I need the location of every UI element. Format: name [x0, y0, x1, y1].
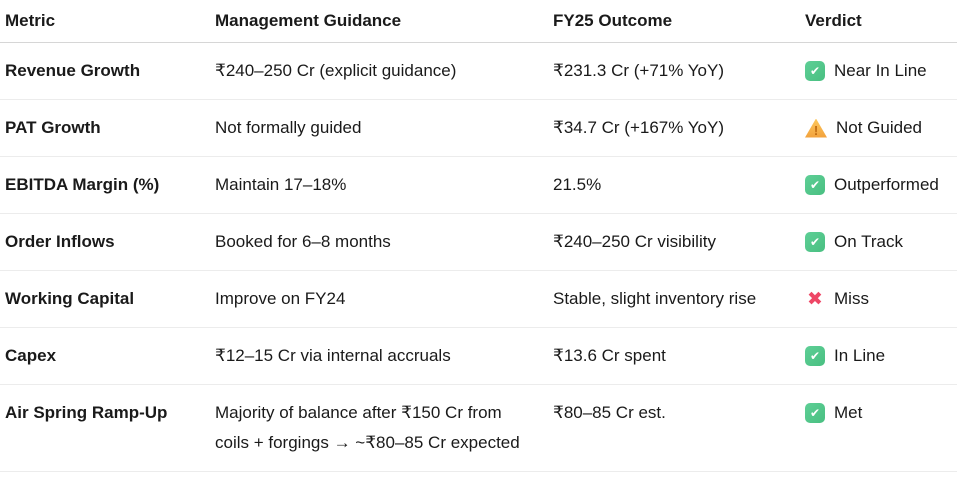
guidance-cell: ₹12–15 Cr via internal accruals [215, 346, 451, 365]
check-icon [805, 175, 825, 195]
verdict-label: Not Guided [836, 118, 922, 137]
verdict-label: On Track [834, 232, 903, 251]
verdict-cell: In Line [805, 328, 957, 384]
cross-icon [805, 289, 825, 309]
table-row: Working Capital Improve on FY24 Stable, … [0, 271, 957, 328]
outcome-cell: ₹231.3 Cr (+71% YoY) [553, 61, 725, 80]
guidance-cell: Majority of balance after ₹150 Cr from c… [215, 403, 520, 452]
verdict-badge: Miss [805, 284, 869, 314]
table-row: Air Spring Ramp-Up Majority of balance a… [0, 385, 957, 472]
guidance-cell: ₹240–250 Cr (explicit guidance) [215, 61, 457, 80]
metric-cell: Air Spring Ramp-Up [5, 403, 168, 422]
verdict-label: Met [834, 403, 863, 422]
verdict-badge: Not Guided [805, 113, 922, 143]
check-icon [805, 403, 825, 423]
verdict-cell: Outperformed [805, 157, 957, 213]
guidance-cell: Booked for 6–8 months [215, 232, 391, 251]
table-row: EBITDA Margin (%) Maintain 17–18% 21.5% … [0, 157, 957, 214]
verdict-label: In Line [834, 346, 886, 365]
metric-cell: Working Capital [5, 289, 135, 308]
verdict-badge: On Track [805, 227, 903, 257]
table-row: Revenue Growth ₹240–250 Cr (explicit gui… [0, 43, 957, 100]
verdict-cell: Miss [805, 271, 957, 327]
check-icon [805, 61, 825, 81]
verdict-badge: Near In Line [805, 56, 927, 86]
outcome-cell: 21.5% [553, 175, 602, 194]
verdict-cell: On Track [805, 214, 957, 270]
guidance-cell: Improve on FY24 [215, 289, 346, 308]
verdict-label: Outperformed [834, 175, 939, 194]
column-header-metric: Metric [5, 11, 56, 30]
guidance-cell: Not formally guided [215, 118, 362, 137]
verdict-cell: Not Guided [805, 100, 957, 156]
table-body: Revenue Growth ₹240–250 Cr (explicit gui… [0, 43, 957, 472]
table-row: PAT Growth Not formally guided ₹34.7 Cr … [0, 100, 957, 157]
column-header-fy25-outcome: FY25 Outcome [553, 11, 673, 30]
table-header-row: Metric Management Guidance FY25 Outcome … [0, 0, 957, 43]
verdict-label: Near In Line [834, 61, 927, 80]
outcome-cell: ₹80–85 Cr est. [553, 403, 666, 422]
metric-cell: EBITDA Margin (%) [5, 175, 160, 194]
table-row: Order Inflows Booked for 6–8 months ₹240… [0, 214, 957, 271]
outcome-cell: ₹34.7 Cr (+167% YoY) [553, 118, 725, 137]
outcome-cell: ₹13.6 Cr spent [553, 346, 666, 365]
column-header-management-guidance: Management Guidance [215, 11, 402, 30]
outcome-cell: Stable, slight inventory rise [553, 289, 757, 308]
metric-cell: Order Inflows [5, 232, 115, 251]
column-header-verdict: Verdict [805, 11, 862, 30]
guidance-cell: Maintain 17–18% [215, 175, 347, 194]
metric-cell: Capex [5, 346, 57, 365]
warning-icon [805, 118, 827, 138]
verdict-badge: In Line [805, 341, 885, 371]
verdict-label: Miss [834, 289, 869, 308]
verdict-badge: Met [805, 398, 862, 428]
verdict-badge: Outperformed [805, 170, 939, 200]
check-icon [805, 346, 825, 366]
check-icon [805, 232, 825, 252]
table-row: Capex ₹12–15 Cr via internal accruals ₹1… [0, 328, 957, 385]
metric-cell: PAT Growth [5, 118, 101, 137]
verdict-cell: Near In Line [805, 43, 957, 99]
metric-cell: Revenue Growth [5, 61, 141, 80]
outcome-cell: ₹240–250 Cr visibility [553, 232, 716, 251]
verdict-cell: Met [805, 385, 957, 471]
